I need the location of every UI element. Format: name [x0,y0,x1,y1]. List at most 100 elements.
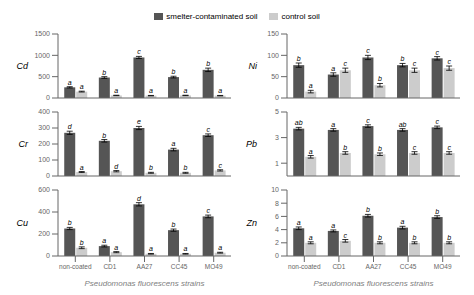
svg-text:a: a [309,82,313,89]
svg-text:b: b [206,60,210,67]
svg-text:a: a [114,87,118,94]
svg-text:1: 1 [275,160,279,167]
svg-text:b: b [184,164,188,171]
svg-text:CD1: CD1 [103,263,116,270]
svg-text:MO49: MO49 [205,263,223,270]
svg-text:2: 2 [275,239,279,246]
svg-text:a: a [218,244,222,251]
svg-text:c: c [344,60,348,67]
svg-text:c: c [366,117,370,124]
svg-text:a: a [331,65,335,72]
svg-text:a: a [331,121,335,128]
svg-text:300: 300 [38,124,50,131]
svg-text:c: c [413,144,417,151]
svg-text:a: a [297,219,301,226]
svg-text:0: 0 [46,252,50,259]
svg-text:a: a [172,140,176,147]
svg-text:ab: ab [295,119,303,126]
svg-text:d: d [114,163,119,170]
svg-text:ab: ab [399,121,407,128]
svg-text:d: d [137,195,142,202]
svg-text:a: a [80,164,84,171]
svg-text:a: a [149,87,153,94]
svg-text:100: 100 [267,52,279,59]
html-text:smelter-contaminated soil: smelter-contaminated soil [166,11,258,21]
svg-text:CC45: CC45 [400,263,417,270]
svg-text:10: 10 [271,186,279,193]
svg-text:b: b [366,206,370,213]
svg-text:3: 3 [275,134,279,141]
svg-text:c: c [344,232,348,239]
svg-text:a: a [309,148,313,155]
svg-text:non-coated: non-coated [59,263,92,270]
svg-text:Pseudomonas fluorescens strain: Pseudomonas fluorescens strains [313,279,433,286]
svg-text:CC45: CC45 [171,263,188,270]
svg-text:a: a [218,87,222,94]
svg-text:c: c [435,118,439,125]
svg-text:400: 400 [38,208,50,215]
svg-text:b: b [435,208,439,215]
svg-text:50: 50 [271,73,279,80]
svg-text:AA27: AA27 [366,263,382,270]
svg-text:a: a [68,79,72,86]
svg-text:4: 4 [275,226,279,233]
svg-text:b: b [378,234,382,241]
svg-text:c: c [447,58,451,65]
svg-text:500: 500 [38,73,50,80]
svg-text:MO49: MO49 [434,263,452,270]
svg-text:1000: 1000 [34,52,50,59]
svg-text:c: c [447,144,451,151]
svg-text:d: d [68,123,73,130]
svg-text:b: b [80,239,84,246]
svg-text:0: 0 [275,252,279,259]
svg-text:a: a [401,218,405,225]
svg-text:b: b [447,234,451,241]
html-text:control soil: control soil [281,11,320,21]
svg-text:a: a [80,83,84,90]
svg-text:b: b [102,69,106,76]
svg-text:non-coated: non-coated [288,263,321,270]
svg-text:b: b [343,144,347,151]
svg-text:AA27: AA27 [137,263,153,270]
svg-text:200: 200 [38,140,50,147]
svg-text:b: b [172,221,176,228]
svg-text:100: 100 [38,156,50,163]
svg-text:6: 6 [275,213,279,220]
svg-text:a: a [309,234,313,241]
svg-text:a: a [102,237,106,244]
svg-text:c: c [413,60,417,67]
svg-text:1500: 1500 [34,30,50,37]
svg-text:c: c [206,126,210,133]
svg-text:0: 0 [46,172,50,179]
svg-text:8: 8 [275,200,279,207]
svg-text:b: b [172,68,176,75]
svg-text:400: 400 [38,108,50,115]
svg-text:e: e [137,118,141,125]
svg-text:Pseudomonas fluorescens strain: Pseudomonas fluorescens strains [84,279,204,286]
svg-text:b: b [378,75,382,82]
svg-text:c: c [435,49,439,56]
svg-text:600: 600 [38,186,50,193]
svg-text:150: 150 [267,30,279,37]
svg-text:CD1: CD1 [332,263,345,270]
svg-text:b: b [401,55,405,62]
svg-text:b: b [378,145,382,152]
svg-text:a: a [331,222,335,229]
svg-text:b: b [102,132,106,139]
svg-text:200: 200 [38,230,50,237]
svg-text:b: b [149,164,153,171]
svg-text:a: a [184,245,188,252]
svg-text:a: a [149,245,153,252]
svg-text:c: c [366,47,370,54]
svg-text:b: b [297,55,301,62]
svg-text:c: c [206,207,210,214]
svg-text:0: 0 [275,94,279,101]
svg-text:c: c [218,162,222,169]
svg-text:a: a [184,87,188,94]
svg-text:5: 5 [275,108,279,115]
svg-text:b: b [413,234,417,241]
svg-text:0: 0 [46,94,50,101]
svg-text:a: a [114,244,118,251]
svg-text:b: b [68,219,72,226]
svg-text:c: c [137,48,141,55]
